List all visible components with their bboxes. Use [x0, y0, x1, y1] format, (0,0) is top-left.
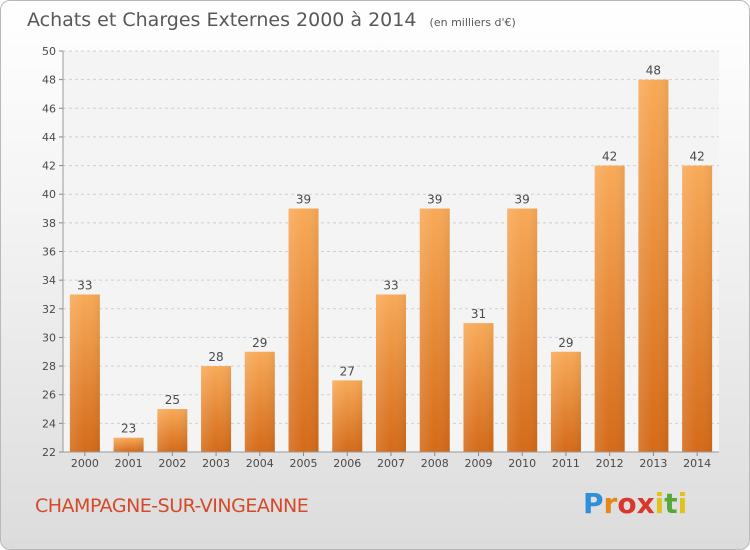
bar-shade [682, 165, 713, 453]
y-tick-label: 34 [42, 274, 56, 287]
x-tick-label: 2009 [464, 457, 492, 470]
x-tick-label: 2008 [421, 457, 449, 470]
axes [62, 51, 719, 453]
y-tick-label: 50 [42, 45, 56, 58]
bar-shade [201, 366, 232, 452]
y-tick-label: 22 [42, 446, 56, 459]
bars-group: 33 23 25 28 29 39 27 33 39 31 39 29 42 48 42 [69, 64, 713, 453]
chart-subtitle: (en milliers d'€) [429, 16, 516, 29]
bar-value-label: 39 [427, 193, 442, 207]
x-tick-label: 2012 [596, 457, 624, 470]
logo-letter: P [583, 487, 604, 520]
bar-value-label: 23 [121, 422, 136, 436]
y-axis-ticks: 22 24 26 28 30 32 34 36 38 40 42 44 46 48 50 [42, 45, 63, 459]
y-tick-label: 24 [42, 417, 56, 430]
x-tick-label: 2013 [639, 457, 667, 470]
y-tick-label: 32 [42, 303, 56, 316]
y-tick-label: 28 [42, 360, 56, 373]
bar-shade [419, 208, 450, 452]
x-tick-label: 2014 [683, 457, 711, 470]
x-tick-label: 2010 [508, 457, 536, 470]
x-tick-label: 2003 [202, 457, 230, 470]
proxiti-logo: Proxiti [583, 487, 687, 520]
bar-shade [594, 165, 625, 453]
logo-letter: r [603, 487, 618, 520]
y-tick-label: 30 [42, 331, 56, 344]
chart-title-block: Achats et Charges Externes 2000 à 2014 (… [27, 9, 516, 31]
y-tick-label: 48 [42, 74, 56, 87]
bar-shade [376, 294, 406, 452]
bar-value-label: 39 [296, 193, 311, 207]
x-tick-label: 2011 [552, 457, 580, 470]
bar-shade [113, 437, 144, 452]
logo-letter: t [664, 487, 678, 520]
bar-value-label: 25 [165, 393, 180, 407]
y-tick-label: 26 [42, 389, 56, 402]
bar-value-label: 42 [689, 150, 704, 164]
bar-shade [244, 351, 275, 452]
y-tick-label: 38 [42, 217, 56, 230]
chart-title: Achats et Charges Externes 2000 à 2014 [27, 9, 417, 31]
x-tick-label: 2001 [115, 457, 143, 470]
bar-value-label: 48 [646, 64, 661, 78]
bar-shade [463, 323, 494, 452]
bar-value-label: 27 [340, 364, 355, 378]
bar-shade [157, 409, 188, 452]
logo-letter: x [636, 487, 655, 520]
x-tick-label: 2006 [333, 457, 361, 470]
logo-letter: o [617, 487, 637, 520]
commune-name: CHAMPAGNE-SUR-VINGEANNE [35, 495, 309, 517]
bar-value-label: 42 [602, 150, 617, 164]
x-tick-label: 2002 [158, 457, 186, 470]
y-tick-label: 42 [42, 160, 56, 173]
x-tick-label: 2007 [377, 457, 405, 470]
logo-letter: i [654, 487, 665, 520]
bar-shade [69, 294, 100, 452]
bar-value-label: 39 [515, 193, 530, 207]
bar-shade [638, 79, 669, 453]
x-tick-label: 2005 [290, 457, 318, 470]
bar-shade [550, 351, 581, 452]
bar-shade [507, 208, 538, 452]
y-tick-label: 36 [42, 246, 56, 259]
bar-value-label: 31 [471, 307, 486, 321]
bar-value-label: 29 [252, 336, 267, 350]
y-tick-label: 46 [42, 102, 56, 115]
x-axis-ticks: 2000 2001 2002 2003 2004 2005 2006 2007 2008 2009… [71, 452, 711, 470]
bar-value-label: 29 [558, 336, 573, 350]
bar-value-label: 28 [208, 350, 223, 364]
bar-shade [288, 208, 319, 452]
y-tick-label: 40 [42, 188, 56, 201]
x-tick-label: 2000 [71, 457, 99, 470]
bar-value-label: 33 [77, 278, 92, 292]
x-tick-label: 2004 [246, 457, 274, 470]
y-tick-label: 44 [42, 131, 56, 144]
bar-value-label: 33 [383, 278, 398, 292]
logo-letter: i [677, 487, 688, 520]
bar-shade [332, 380, 363, 452]
